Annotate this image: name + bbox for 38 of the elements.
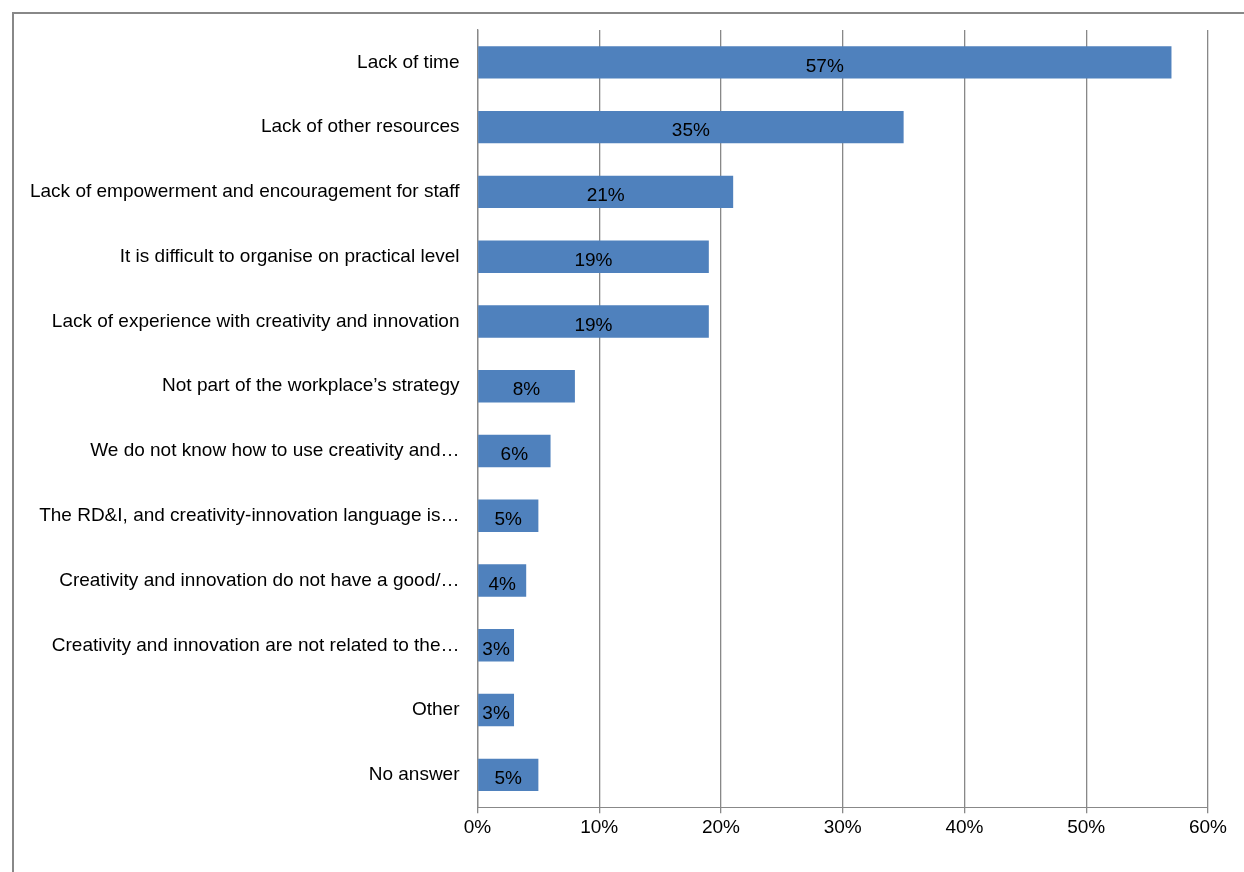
y-tick-label: No answer bbox=[368, 763, 461, 785]
y-tick-label: Creativity and innovation do not have a good/… bbox=[59, 568, 460, 590]
y-tick-label: Other bbox=[411, 698, 461, 720]
x-tick-label: 30% bbox=[823, 815, 862, 837]
y-tick-label: Lack of experience with creativity and innovation bbox=[51, 309, 460, 331]
y-tick-label: It is difficult to organise on practical level bbox=[119, 244, 460, 266]
bar bbox=[478, 370, 575, 403]
bar bbox=[478, 175, 734, 209]
data-label: 8% bbox=[512, 378, 541, 400]
y-tick-label: The RD&I, and creativity-innovation language is… bbox=[39, 503, 460, 525]
data-label: 35% bbox=[671, 119, 711, 141]
bar bbox=[478, 305, 709, 338]
y-tick-label: Creativity and innovation are not related to the… bbox=[51, 633, 460, 655]
x-tick-label: 0% bbox=[463, 815, 492, 837]
data-label: 19% bbox=[574, 313, 613, 335]
x-tick-label: 40% bbox=[945, 815, 984, 837]
y-tick-label: Not part of the workplace’s strategy bbox=[162, 374, 460, 396]
x-tick-label: 20% bbox=[701, 815, 741, 837]
data-label: 21% bbox=[586, 184, 625, 206]
y-tick-label: Lack of time bbox=[357, 50, 460, 72]
data-label: 57% bbox=[805, 54, 844, 76]
data-label: 3% bbox=[482, 702, 510, 724]
y-tick-label: We do not know how to use creativity and… bbox=[90, 439, 460, 461]
y-tick-label: Lack of other resources bbox=[260, 115, 460, 137]
data-label: 4% bbox=[488, 572, 517, 594]
data-label: 5% bbox=[494, 507, 523, 529]
bar bbox=[478, 46, 1172, 79]
x-tick-label: 50% bbox=[1067, 815, 1106, 837]
x-tick-label: 60% bbox=[1188, 815, 1228, 837]
bar bbox=[478, 110, 904, 144]
data-label: 3% bbox=[482, 637, 510, 659]
data-label: 6% bbox=[500, 443, 529, 465]
y-tick-label: Lack of empowerment and encouragement for staff bbox=[29, 180, 461, 202]
data-label: 5% bbox=[494, 767, 523, 789]
bar bbox=[478, 240, 709, 273]
bar bbox=[478, 434, 551, 468]
x-tick-label: 10% bbox=[580, 815, 619, 837]
data-label: 19% bbox=[574, 248, 613, 270]
